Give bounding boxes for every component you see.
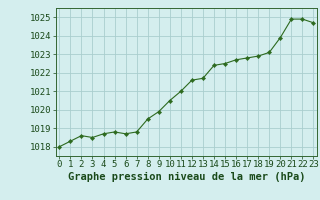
X-axis label: Graphe pression niveau de la mer (hPa): Graphe pression niveau de la mer (hPa) xyxy=(68,172,305,182)
